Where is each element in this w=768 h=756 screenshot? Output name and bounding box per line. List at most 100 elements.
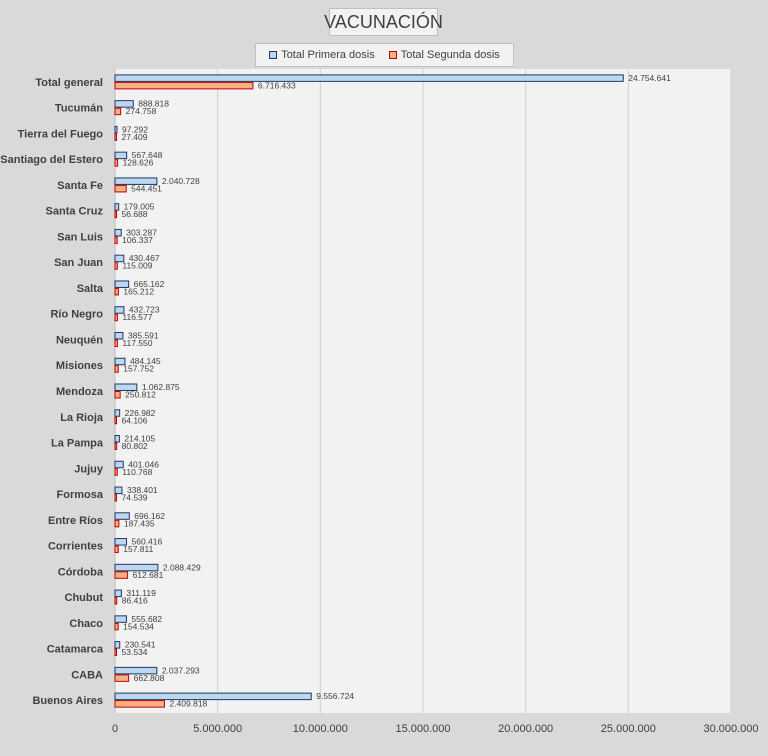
category-label: CABA [71, 669, 103, 681]
bar-segunda-dosis [114, 365, 119, 373]
data-label-segunda-dosis: 2.409.818 [169, 699, 207, 709]
category-label: La Rioja [60, 412, 104, 424]
bar-segunda-dosis [114, 210, 117, 219]
bar-primera-dosis [114, 512, 130, 520]
bar-primera-dosis [114, 280, 130, 288]
data-label-primera-dosis: 303.287 [126, 227, 157, 237]
x-tick-label: 0 [112, 723, 118, 735]
category-label: Río Negro [50, 309, 103, 321]
data-label-primera-dosis: 214.105 [124, 434, 155, 444]
category-label: Total general [35, 77, 103, 89]
x-tick-label: 15.000.000 [395, 723, 450, 735]
category-label: Jujuy [74, 463, 104, 475]
bar-segunda-dosis [114, 184, 127, 193]
bar-primera-dosis [114, 486, 123, 495]
category-label: Tucumán [55, 103, 103, 115]
chart-title-text: VACUNACIÓN [324, 11, 443, 32]
bar-primera-dosis [114, 331, 124, 340]
data-label-segunda-dosis: 115.009 [122, 261, 152, 271]
category-label: San Juan [54, 257, 103, 269]
category-label: Buenos Aires [32, 695, 103, 707]
data-label-segunda-dosis: 544.451 [131, 183, 162, 193]
data-label-primera-dosis: 2.037.293 [162, 665, 200, 675]
data-label-primera-dosis: 97.292 [122, 124, 148, 134]
x-tick-label: 30.000.000 [703, 723, 758, 735]
data-label-primera-dosis: 432.723 [129, 305, 160, 315]
legend-label-series1: Total Primera dosis [281, 49, 375, 61]
category-label: La Pampa [51, 438, 104, 450]
data-label-primera-dosis: 338.401 [127, 485, 158, 495]
data-label-primera-dosis: 567.648 [132, 150, 163, 160]
bar-primera-dosis [114, 460, 124, 469]
category-label: Corrientes [48, 541, 103, 553]
bar-segunda-dosis [114, 571, 129, 579]
x-tick-label: 25.000.000 [601, 723, 656, 735]
category-label: Santa Cruz [46, 206, 104, 218]
data-label-primera-dosis: 2.040.728 [162, 176, 200, 186]
data-label-segunda-dosis: 53.534 [122, 647, 148, 657]
bar-primera-dosis [114, 383, 138, 391]
bar-primera-dosis [114, 538, 128, 546]
bar-segunda-dosis [114, 391, 121, 399]
category-label: Catamarca [47, 644, 104, 656]
data-label-segunda-dosis: 154.534 [123, 621, 154, 631]
data-label-primera-dosis: 385.591 [128, 330, 159, 340]
category-label: Misiones [56, 360, 103, 372]
category-label: Salta [77, 283, 104, 295]
data-label-segunda-dosis: 274.758 [126, 106, 157, 116]
bar-segunda-dosis [114, 519, 120, 528]
category-label: Tierra del Fuego [18, 128, 104, 140]
data-label-segunda-dosis: 6.716.433 [258, 80, 296, 90]
bar-primera-dosis [114, 100, 134, 108]
bar-primera-dosis [114, 589, 122, 598]
category-label: Santa Fe [57, 180, 103, 192]
bar-segunda-dosis [114, 494, 118, 502]
category-label: Entre Ríos [48, 515, 103, 527]
bar-primera-dosis [114, 692, 312, 701]
bar-primera-dosis [114, 306, 125, 314]
data-label-primera-dosis: 888.818 [138, 99, 169, 109]
data-label-segunda-dosis: 74.539 [122, 493, 148, 503]
x-tick-label: 5.000.000 [193, 723, 242, 735]
data-label-primera-dosis: 24.754.641 [628, 73, 671, 83]
data-label-segunda-dosis: 128.626 [123, 158, 154, 168]
bar-primera-dosis [114, 228, 122, 237]
bar-segunda-dosis [114, 81, 254, 90]
legend-swatch-series2 [388, 51, 397, 59]
data-label-segunda-dosis: 64.106 [122, 415, 148, 425]
data-label-primera-dosis: 560.416 [132, 537, 163, 547]
category-label: Mendoza [56, 386, 104, 398]
bar-segunda-dosis [114, 545, 119, 554]
data-label-segunda-dosis: 80.802 [122, 441, 148, 451]
data-label-segunda-dosis: 662.808 [134, 673, 165, 683]
data-label-primera-dosis: 179.005 [124, 202, 155, 212]
category-label: Chubut [65, 592, 104, 604]
legend-item-series1: Total Primera dosis [269, 49, 375, 61]
data-label-segunda-dosis: 187.435 [124, 518, 155, 528]
data-label-primera-dosis: 9.556.724 [316, 691, 354, 701]
x-tick-label: 10.000.000 [293, 723, 348, 735]
bar-primera-dosis [114, 254, 125, 263]
bar-primera-dosis [114, 177, 158, 185]
bar-segunda-dosis [114, 287, 119, 296]
data-label-segunda-dosis: 106.337 [122, 235, 153, 245]
bar-segunda-dosis [114, 133, 117, 141]
data-label-primera-dosis: 665.162 [134, 279, 165, 289]
bar-primera-dosis [114, 563, 159, 572]
category-label: Chaco [69, 618, 103, 630]
data-label-primera-dosis: 230.541 [125, 640, 156, 650]
bar-segunda-dosis [114, 107, 122, 116]
bar-primera-dosis [114, 641, 121, 649]
category-label: Córdoba [58, 566, 104, 578]
bar-primera-dosis [114, 357, 126, 366]
bar-primera-dosis [114, 435, 120, 443]
data-label-segunda-dosis: 157.752 [123, 364, 154, 374]
bar-segunda-dosis [114, 262, 118, 270]
chart-title: VACUNACIÓN [324, 8, 443, 36]
category-label: Santiago del Estero [0, 154, 103, 166]
data-label-primera-dosis: 226.982 [125, 408, 156, 418]
bar-primera-dosis [114, 151, 128, 160]
bar-primera-dosis [114, 125, 118, 134]
bar-segunda-dosis [114, 442, 118, 451]
